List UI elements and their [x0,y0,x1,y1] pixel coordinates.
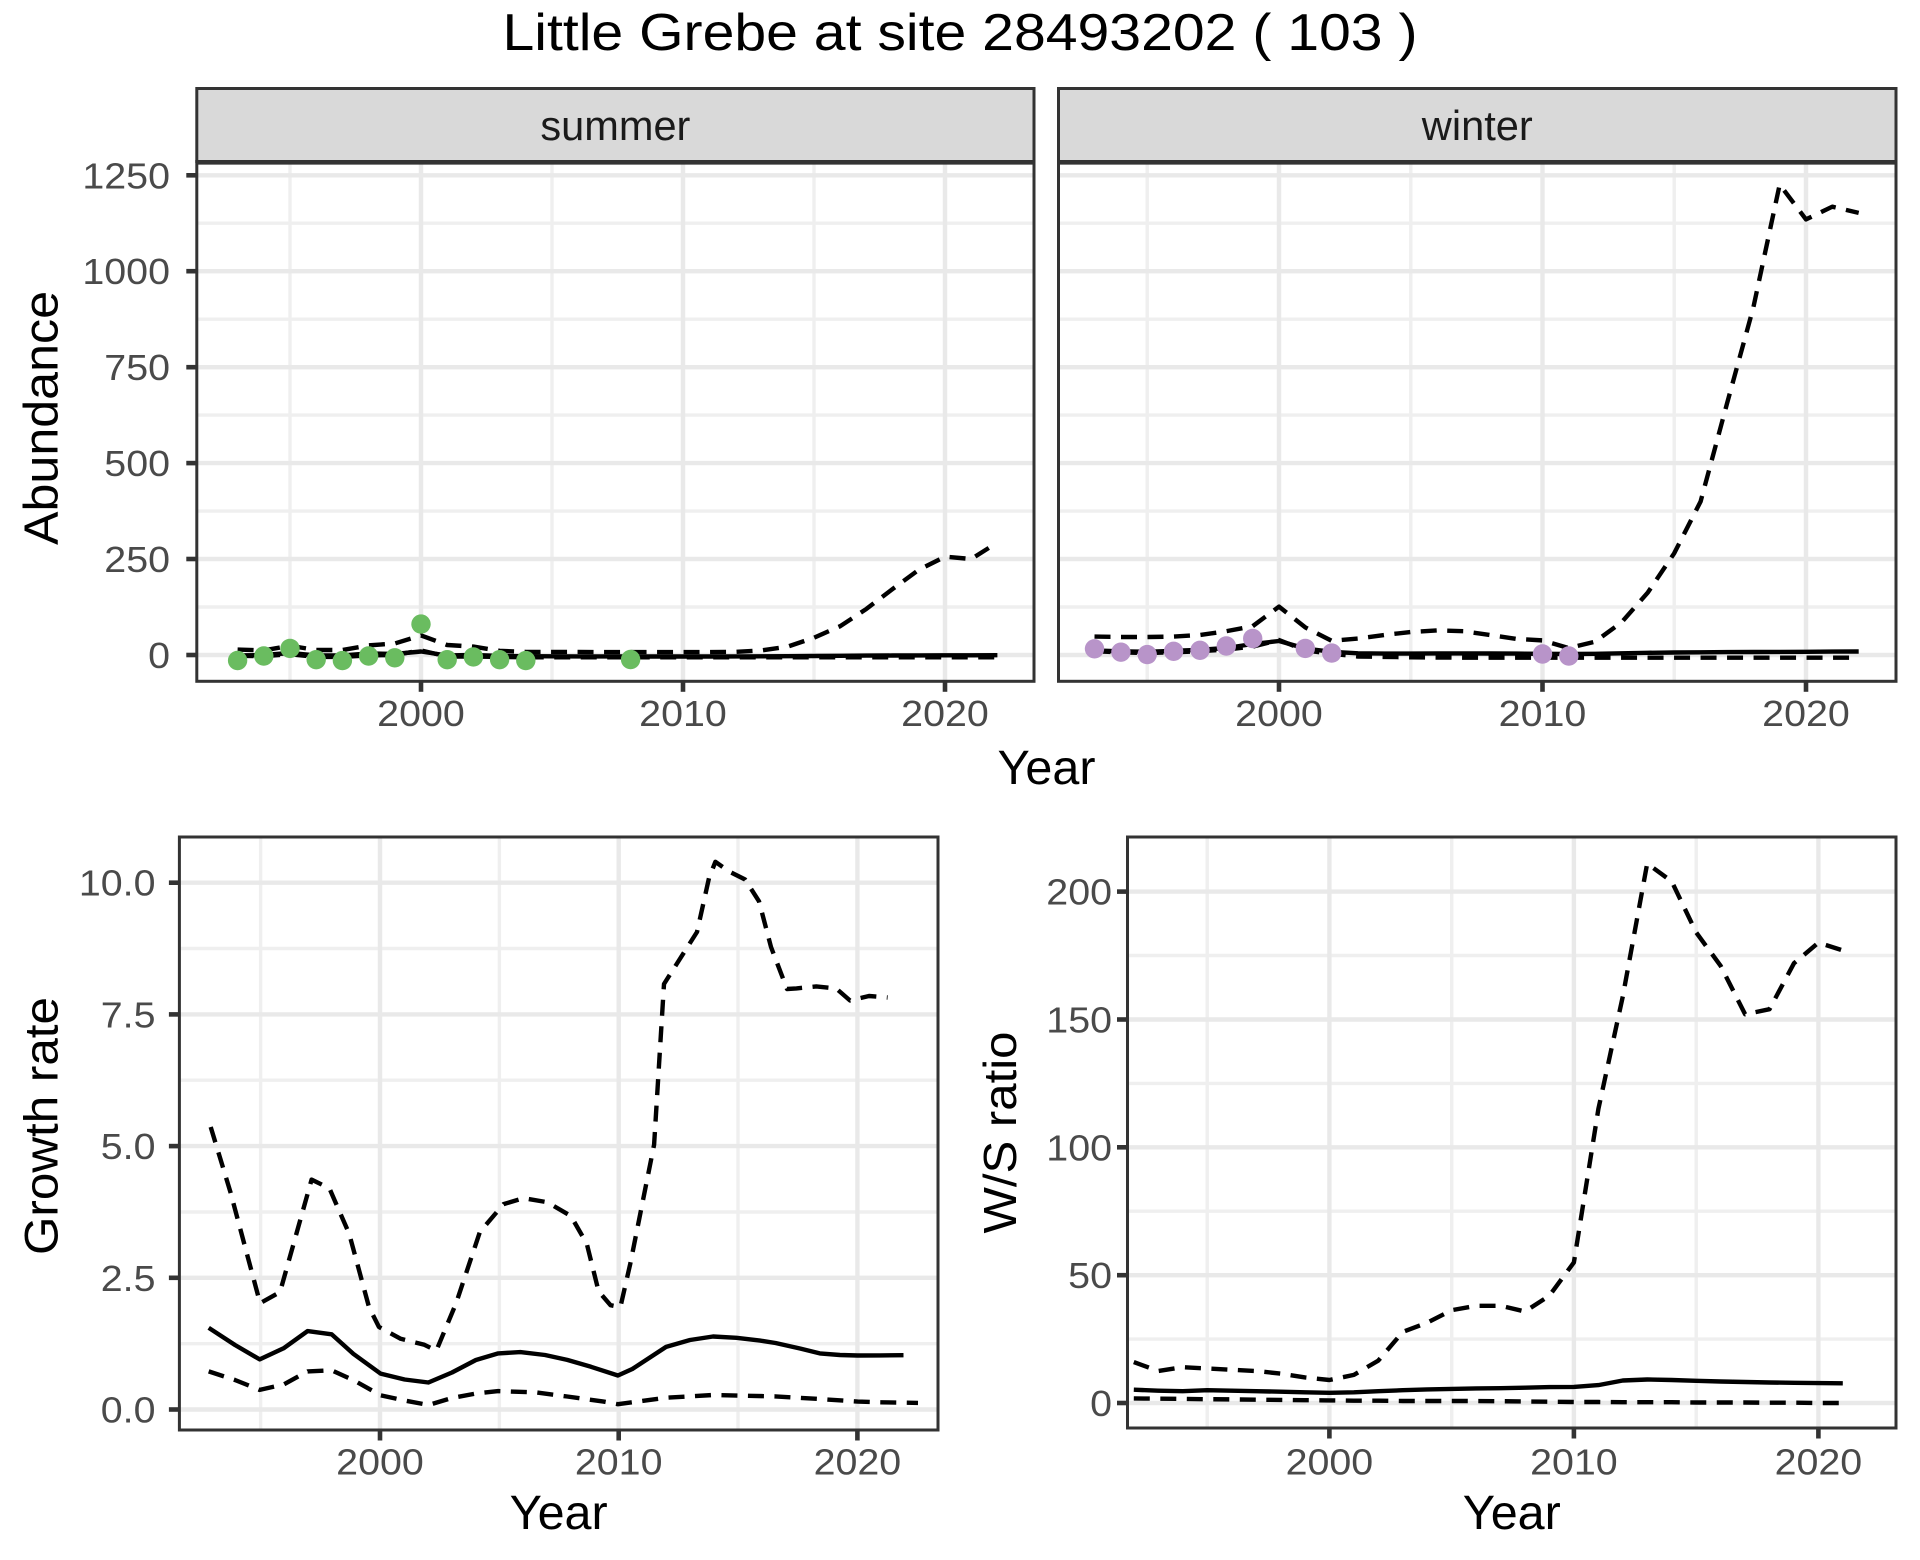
svg-text:50: 50 [1068,1255,1112,1296]
svg-text:200: 200 [1046,872,1112,913]
svg-text:Year: Year [998,742,1096,795]
svg-text:2000: 2000 [336,1442,424,1483]
svg-text:250: 250 [104,539,170,580]
svg-text:0.0: 0.0 [101,1390,156,1431]
svg-text:Growth rate: Growth rate [15,997,68,1255]
svg-text:2010: 2010 [1530,1442,1618,1483]
svg-text:W/S ratio: W/S ratio [974,1032,1026,1234]
svg-text:2010: 2010 [575,1442,663,1483]
svg-text:1000: 1000 [82,251,170,292]
svg-text:2020: 2020 [1762,693,1850,734]
svg-text:2000: 2000 [377,693,465,734]
svg-text:5.0: 5.0 [101,1126,156,1167]
svg-text:2.5: 2.5 [101,1258,156,1299]
svg-text:0: 0 [148,635,170,676]
svg-text:7.5: 7.5 [101,994,156,1035]
svg-text:2000: 2000 [1235,693,1323,734]
svg-text:10.0: 10.0 [79,863,156,904]
svg-text:Little Grebe at site 28493202: Little Grebe at site 28493202 ( 103 ) [503,4,1418,62]
svg-text:2020: 2020 [1775,1442,1863,1483]
svg-text:100: 100 [1046,1127,1112,1168]
svg-text:Year: Year [510,1487,608,1540]
svg-text:2020: 2020 [814,1442,902,1483]
svg-text:winter: winter [1421,102,1533,149]
svg-text:summer: summer [540,102,690,149]
svg-text:2000: 2000 [1286,1442,1374,1483]
svg-text:500: 500 [104,443,170,484]
svg-text:2010: 2010 [1499,693,1587,734]
svg-text:1250: 1250 [82,155,170,196]
svg-text:750: 750 [104,347,170,388]
svg-text:0: 0 [1090,1383,1112,1424]
svg-text:2020: 2020 [901,693,989,734]
svg-text:2010: 2010 [639,693,727,734]
svg-text:Year: Year [1463,1487,1561,1540]
svg-text:Abundance: Abundance [15,291,68,545]
svg-text:150: 150 [1046,1000,1112,1041]
